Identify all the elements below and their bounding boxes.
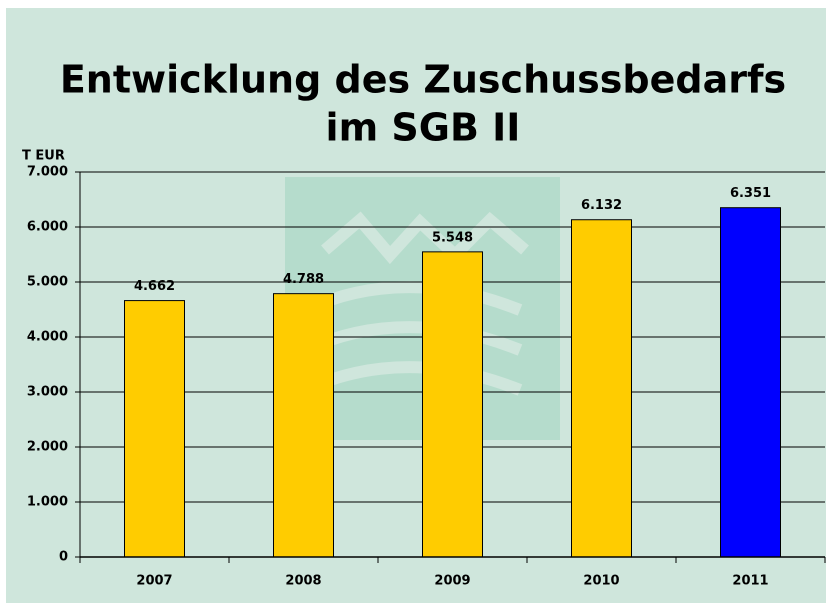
y-tick-label: 6.000 [27,220,68,235]
y-tick-label: 2.000 [27,440,68,455]
y-tick-label: 0 [59,550,68,565]
bar [571,219,632,558]
bar [124,300,185,558]
data-label: 5.548 [432,230,473,245]
logo-zigzag [321,211,529,265]
data-label: 4.662 [134,279,175,294]
data-label: 4.788 [283,272,324,287]
x-tick-label: 2011 [732,574,768,589]
data-label: 6.132 [581,198,622,213]
chart-title: im SGB II [326,106,521,150]
y-tick-label: 7.000 [27,165,68,180]
x-tick-label: 2008 [285,574,321,589]
y-tick-label: 1.000 [27,495,68,510]
x-tick-label: 2009 [434,574,470,589]
x-tick-label: 2007 [136,574,172,589]
bar [273,293,334,558]
y-tick-label: 3.000 [27,385,68,400]
bar [422,251,483,558]
y-tick-label: 5.000 [27,275,68,290]
x-tick-label: 2010 [583,574,619,589]
y-axis-label: T EUR [22,149,65,164]
bar [720,207,781,558]
y-tick-label: 4.000 [27,330,68,345]
data-label: 6.351 [730,186,771,201]
chart-title: Entwicklung des Zuschussbedarfs [60,58,786,102]
